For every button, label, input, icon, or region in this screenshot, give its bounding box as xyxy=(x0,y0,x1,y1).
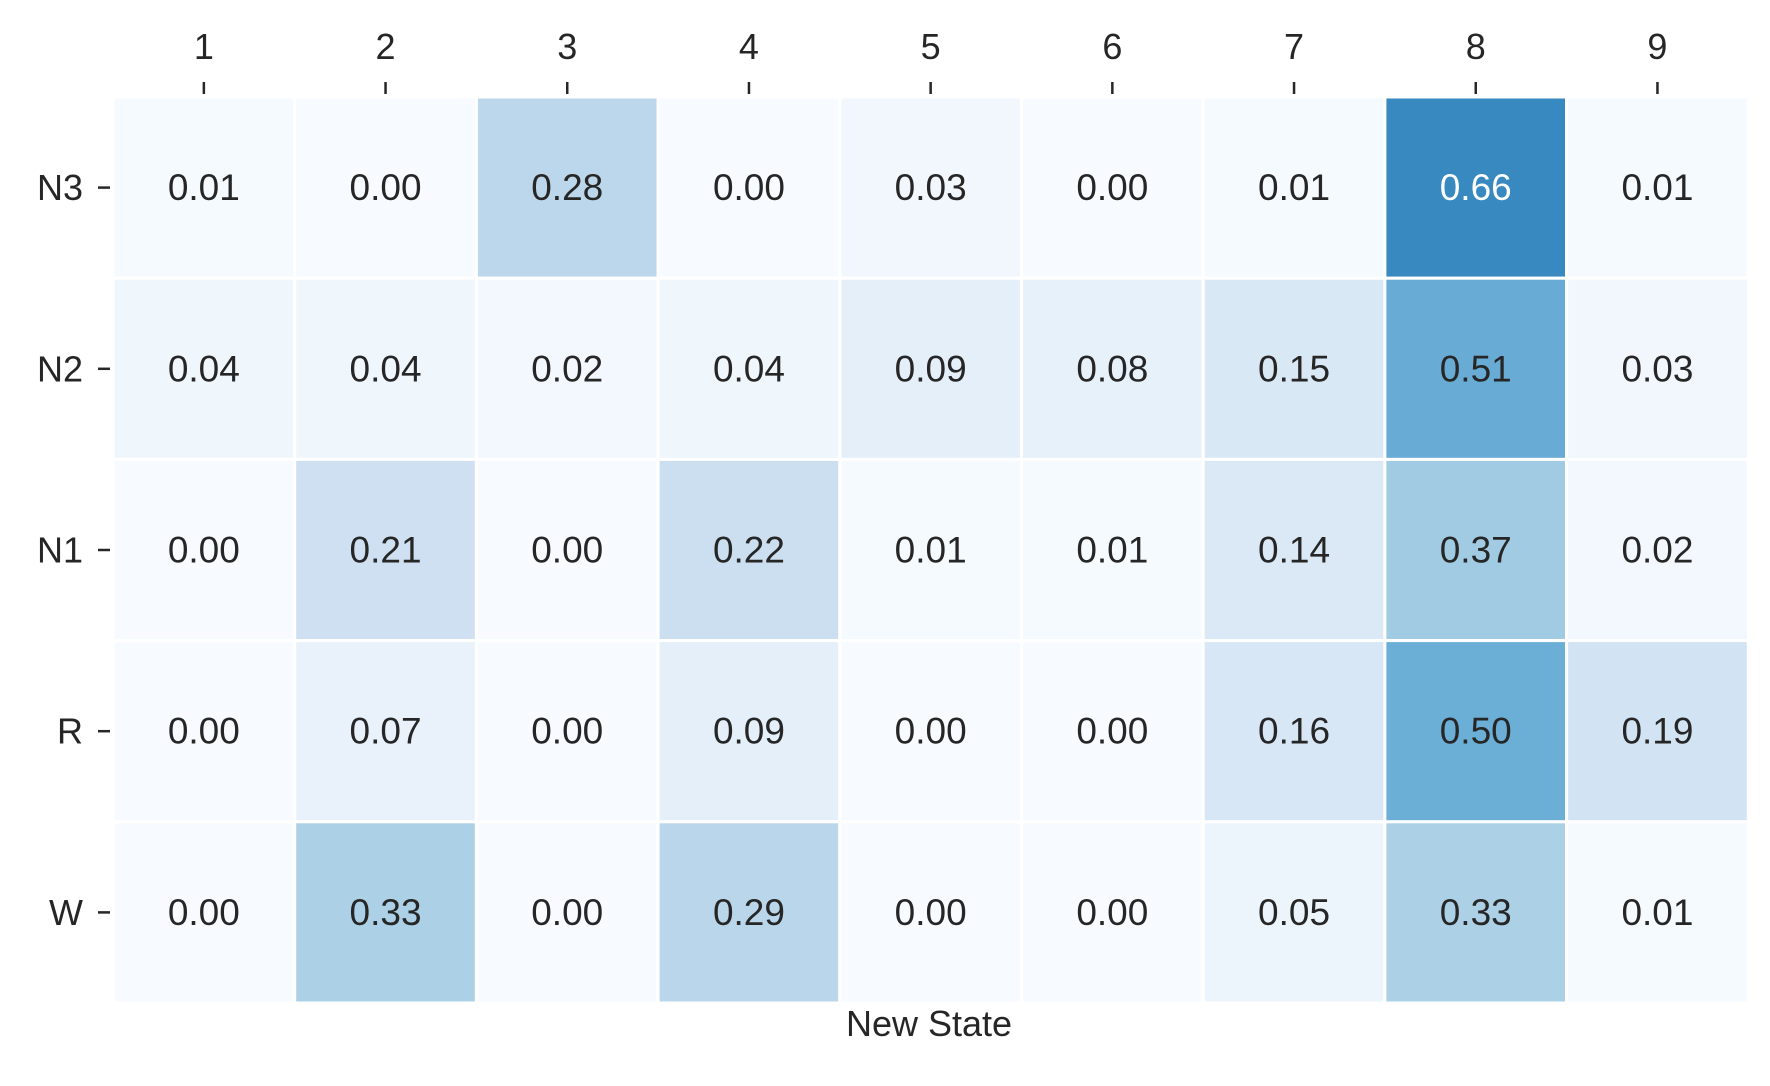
cell-value-label-N2-2: 0.04 xyxy=(350,348,422,389)
cell-value-label-N2-4: 0.04 xyxy=(713,348,785,389)
x-tick-label-9: 9 xyxy=(1647,26,1667,67)
cell-value-label-W-3: 0.00 xyxy=(531,892,603,933)
cell-value-label-R-8: 0.50 xyxy=(1440,711,1512,752)
x-tick-label-1: 1 xyxy=(194,26,214,67)
heatmap-cell-W-9 xyxy=(1565,820,1750,1005)
x-tick-label-6: 6 xyxy=(1102,26,1122,67)
heatmap-cell-W-6 xyxy=(1020,820,1205,1005)
heatmap-cell-N1-9 xyxy=(1565,457,1750,643)
cell-value-label-N2-9: 0.03 xyxy=(1621,348,1693,389)
x-axis: 1 2 3 4 5 6 7 8 9 xyxy=(194,26,1667,94)
cell-value-label-N3-6: 0.00 xyxy=(1076,167,1148,208)
cell-value-label-W-7: 0.05 xyxy=(1258,892,1330,933)
cell-value-label-R-7: 0.16 xyxy=(1258,711,1330,752)
cell-value-label-N3-9: 0.01 xyxy=(1621,167,1693,208)
heatmap-cell-N1-1 xyxy=(111,457,297,643)
cell-value-label-W-6: 0.00 xyxy=(1076,892,1148,933)
cell-value-label-N3-5: 0.03 xyxy=(895,167,967,208)
cell-value-label-R-1: 0.00 xyxy=(168,711,240,752)
heatmap-cell-N2-9 xyxy=(1565,276,1750,461)
cell-value-label-W-9: 0.01 xyxy=(1621,892,1693,933)
heatmap-cell-N2-1 xyxy=(111,276,297,461)
cell-value-label-N1-1: 0.00 xyxy=(168,530,240,571)
heatmap-cell-N1-7 xyxy=(1201,457,1387,643)
x-tick-label-2: 2 xyxy=(376,26,396,67)
heatmap-cell-N2-8 xyxy=(1383,276,1569,461)
cell-value-label-R-5: 0.00 xyxy=(895,711,967,752)
x-tick-label-8: 8 xyxy=(1466,26,1486,67)
y-tick-label-W: W xyxy=(49,892,83,933)
y-tick-label-N1: N1 xyxy=(37,530,83,571)
cell-value-label-N2-3: 0.02 xyxy=(531,348,603,389)
y-tick-label-R: R xyxy=(57,711,83,752)
cell-value-label-N2-6: 0.08 xyxy=(1076,348,1148,389)
cell-value-label-N2-1: 0.04 xyxy=(168,348,240,389)
cell-value-label-N3-7: 0.01 xyxy=(1258,167,1330,208)
x-tick-label-7: 7 xyxy=(1284,26,1304,67)
cell-value-label-N3-2: 0.00 xyxy=(350,167,422,208)
heatmap-cell-W-1 xyxy=(111,820,297,1005)
heatmap-cell-R-2 xyxy=(293,639,478,824)
heatmap-cell-N1-2 xyxy=(293,457,478,643)
x-tick-label-5: 5 xyxy=(921,26,941,67)
x-tick-label-4: 4 xyxy=(739,26,759,67)
cell-value-label-N3-8: 0.66 xyxy=(1440,167,1512,208)
heatmap-cell-N2-5 xyxy=(838,276,1023,461)
cell-value-label-R-2: 0.07 xyxy=(350,711,422,752)
heatmap-cell-W-4 xyxy=(656,820,842,1005)
cell-value-label-W-4: 0.29 xyxy=(713,892,785,933)
heatmap-cell-N3-2 xyxy=(293,95,478,280)
y-tick-label-N2: N2 xyxy=(37,348,83,389)
cell-value-label-N2-8: 0.51 xyxy=(1440,348,1512,389)
cell-value-label-N1-4: 0.22 xyxy=(713,530,785,571)
cell-value-label-N1-6: 0.01 xyxy=(1076,530,1148,571)
cell-value-label-W-8: 0.33 xyxy=(1440,892,1512,933)
cell-value-label-W-1: 0.00 xyxy=(168,892,240,933)
cell-value-label-W-5: 0.00 xyxy=(895,892,967,933)
x-axis-title: New State xyxy=(846,1003,1012,1044)
heatmap-cell-N3-1 xyxy=(111,95,297,280)
y-tick-label-N3: N3 xyxy=(37,167,83,208)
y-axis: N3 N2 N1 R W xyxy=(37,167,110,933)
heatmap-cell-N2-3 xyxy=(474,276,660,461)
cell-value-label-R-9: 0.19 xyxy=(1621,711,1693,752)
cell-value-label-N2-7: 0.15 xyxy=(1258,348,1330,389)
heatmap-cell-N1-5 xyxy=(838,457,1023,643)
heatmap-cell-W-2 xyxy=(293,820,478,1005)
heatmap-cell-W-3 xyxy=(474,820,660,1005)
cell-value-label-N1-2: 0.21 xyxy=(350,530,422,571)
cell-value-label-N2-5: 0.09 xyxy=(895,348,967,389)
heatmap-cell-N3-6 xyxy=(1020,95,1205,280)
cell-value-label-N1-7: 0.14 xyxy=(1258,530,1330,571)
cell-value-label-N3-3: 0.28 xyxy=(531,167,603,208)
x-tick-label-3: 3 xyxy=(557,26,577,67)
heatmap-cell-N2-7 xyxy=(1201,276,1387,461)
heatmap-cell-N1-4 xyxy=(656,457,842,643)
cell-value-label-R-6: 0.00 xyxy=(1076,711,1148,752)
cell-value-label-N1-8: 0.37 xyxy=(1440,530,1512,571)
heatmap-cell-W-7 xyxy=(1201,820,1387,1005)
cell-value-label-N1-3: 0.00 xyxy=(531,530,603,571)
heatmap-cell-R-1 xyxy=(111,639,297,824)
heatmap-cell-R-4 xyxy=(656,639,842,824)
heatmap-cell-R-9 xyxy=(1565,639,1750,824)
heatmap-cells: 0.01 0.00 0.28 0.00 0.03 0.00 0.01 0.66 0.01 0.04… xyxy=(111,95,1750,1005)
heatmap-cell-W-5 xyxy=(838,820,1023,1005)
cell-value-label-N3-4: 0.00 xyxy=(713,167,785,208)
cell-value-label-R-3: 0.00 xyxy=(531,711,603,752)
heatmap-cell-N3-8 xyxy=(1383,95,1569,280)
cell-value-label-R-4: 0.09 xyxy=(713,711,785,752)
cell-value-label-N1-5: 0.01 xyxy=(895,530,967,571)
heatmap-cell-N3-3 xyxy=(474,95,660,280)
heatmap-cell-N1-3 xyxy=(474,457,660,643)
cell-value-label-W-2: 0.33 xyxy=(350,892,422,933)
cell-value-label-N1-9: 0.02 xyxy=(1621,530,1693,571)
cell-value-label-N3-1: 0.01 xyxy=(168,167,240,208)
